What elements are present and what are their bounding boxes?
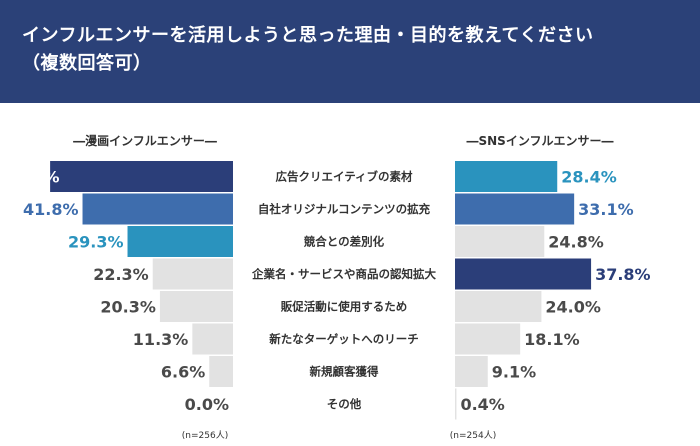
right-bar-1 — [455, 193, 575, 225]
right-bar-6 — [455, 356, 488, 387]
right-value-label-4: 24.0% — [545, 298, 601, 317]
category-label-4: 販促活動に使用するため — [281, 300, 408, 314]
left-value-label-2: 29.3% — [68, 233, 124, 252]
right-bar-3 — [455, 258, 592, 290]
chart-title: インフルエンサーを活用しようと思った理由・目的を教えてください （複数回答可） — [22, 22, 682, 78]
category-label-7: その他 — [327, 397, 362, 411]
left-bar-2 — [127, 226, 233, 257]
category-label-2: 競合との差別化 — [304, 235, 385, 249]
right-bar-2 — [455, 226, 545, 257]
bars-layer — [50, 161, 592, 420]
right-value-label-1: 33.1% — [578, 200, 634, 219]
chart-title-line1: インフルエンサーを活用しようと思った理由・目的を教えてください — [22, 25, 594, 46]
left-panel-label: ―漫画インフルエンサー― — [73, 133, 217, 148]
right-value-label-3: 37.8% — [595, 265, 651, 284]
right-value-label-6: 9.1% — [492, 363, 536, 382]
right-value-label-7: 0.4% — [460, 395, 504, 414]
right-value-label-5: 18.1% — [524, 330, 580, 349]
right-panel-label: ―SNSインフルエンサー― — [467, 134, 614, 148]
left-bar-4 — [159, 291, 233, 322]
right-value-label-0: 28.4% — [561, 168, 617, 187]
left-sample-size: (n=256人) — [182, 430, 228, 441]
right-bar-4 — [455, 291, 542, 322]
left-value-label-4: 20.3% — [100, 298, 156, 317]
left-value-label-7: 0.0% — [185, 395, 229, 414]
category-label-5: 新たなターゲットへのリーチ — [269, 332, 419, 346]
category-label-1: 自社オリジナルコンテンツの拡充 — [258, 202, 431, 216]
right-sample-size: (n=254人) — [450, 430, 496, 441]
right-bar-0 — [455, 161, 558, 192]
left-value-label-5: 11.3% — [133, 330, 189, 349]
header-banner: インフルエンサーを活用しようと思った理由・目的を教えてください （複数回答可） — [0, 0, 700, 103]
left-bar-3 — [152, 258, 233, 290]
labels-layer: 広告クリエイティブの素材 50.8% 28.4% 自社オリジナルコンテンツの拡充 41.… — [4, 168, 651, 415]
left-value-label-3: 22.3% — [93, 265, 149, 284]
category-label-3: 企業名・サービスや商品の認知拡大 — [251, 267, 436, 281]
left-bar-6 — [209, 356, 233, 387]
left-value-label-0: 50.8% — [4, 168, 60, 187]
right-bar-7 — [455, 388, 457, 420]
left-value-label-6: 6.6% — [161, 363, 205, 382]
bar-chart: ―漫画インフルエンサー― ―SNSインフルエンサー― 広告クリエイティブの素材 5… — [4, 133, 651, 441]
chart-title-line2: （複数回答可） — [22, 53, 152, 74]
right-value-label-2: 24.8% — [548, 233, 604, 252]
right-bar-5 — [455, 323, 521, 355]
category-label-0: 広告クリエイティブの素材 — [275, 170, 413, 184]
category-label-6: 新規顧客獲得 — [310, 365, 379, 379]
left-bar-5 — [192, 323, 233, 355]
left-value-label-1: 41.8% — [23, 200, 79, 219]
left-bar-0 — [50, 161, 234, 192]
left-bar-1 — [82, 193, 234, 225]
